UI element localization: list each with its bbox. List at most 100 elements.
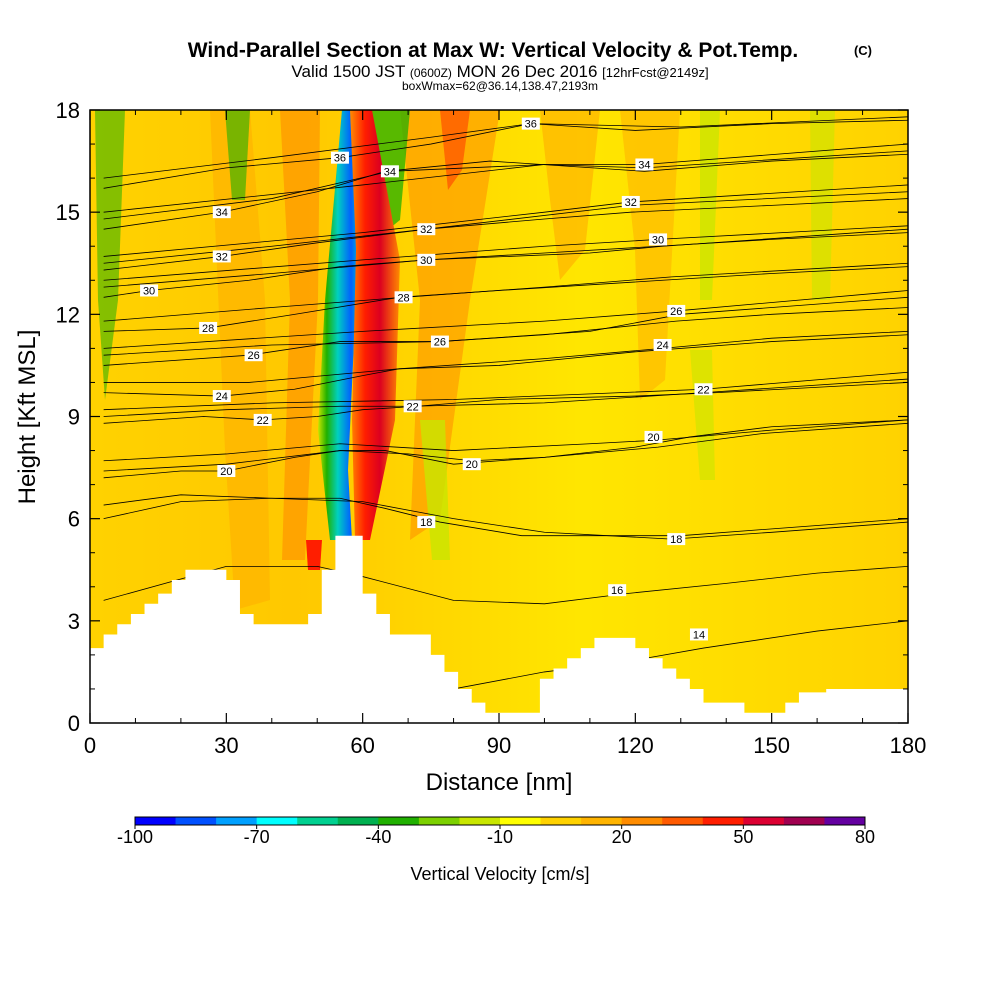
theta-contour-line — [103, 228, 908, 288]
contour-label: 30 — [143, 285, 155, 297]
colorbar-tick-label: -100 — [117, 827, 153, 847]
orange-cell — [440, 110, 470, 190]
updraft-band-orange — [280, 110, 320, 560]
contour-label-box — [380, 165, 399, 178]
colorbar-swatch — [581, 817, 623, 825]
contour-label: 18 — [420, 517, 432, 529]
contour-label-box — [521, 117, 540, 130]
theta-contour-line — [103, 116, 908, 179]
contour-label: 34 — [638, 159, 650, 171]
contour-label-box — [244, 349, 263, 362]
contour-label-box — [689, 628, 708, 641]
colorbar-tick-label: -70 — [244, 827, 270, 847]
colorbar-swatch — [662, 817, 704, 825]
theta-contour-line — [103, 262, 908, 322]
contour-label: 32 — [216, 251, 228, 263]
contour-label-box — [462, 458, 481, 471]
downdraft-band-lightgreen — [420, 420, 450, 560]
contour-label-box — [653, 338, 672, 351]
contour-label: 20 — [466, 459, 478, 471]
contour-label: 20 — [220, 466, 232, 478]
contour-label: 34 — [216, 207, 228, 219]
colorbar-swatch — [500, 817, 542, 825]
contour-label-box — [694, 383, 713, 396]
contour-label-box — [621, 195, 640, 208]
contour-label: 30 — [420, 255, 432, 267]
contour-label-box — [253, 413, 272, 426]
contour-label-box — [644, 430, 663, 443]
contour-label: 32 — [420, 224, 432, 236]
x-axis: 0 30 60 90 120 150 180 — [84, 110, 926, 758]
x-axis-label: Distance [nm] — [426, 769, 573, 796]
colorbar-swatch — [378, 817, 420, 825]
downdraft-band-green — [225, 110, 250, 200]
colorbar-label: Vertical Velocity [cm/s] — [410, 864, 589, 884]
downdraft-band-green — [95, 110, 125, 400]
theta-contour-line — [103, 143, 908, 213]
contour-label: 24 — [656, 340, 668, 352]
contour-label: 34 — [384, 166, 396, 178]
colorbar-swatch — [702, 817, 744, 825]
main-downdraft — [318, 110, 362, 540]
contour-label-box — [649, 233, 668, 246]
contour-label-box — [417, 253, 436, 266]
contour-label: 22 — [257, 415, 269, 427]
colorbar-swatch — [621, 817, 663, 825]
contour-label-box — [330, 151, 349, 164]
colorbar-swatch — [175, 817, 217, 825]
x-tick-label: 60 — [350, 733, 374, 758]
x-tick-label: 120 — [617, 733, 654, 758]
y-tick-label: 6 — [68, 507, 80, 532]
theta-contour-line — [103, 198, 908, 271]
theta-contour-line — [103, 290, 908, 349]
updraft-band-orange — [620, 110, 680, 400]
contour-label: 26 — [247, 350, 259, 362]
theta-contour-labels: 14 16 18 18 20 20 20 22 22 22 24 24 26 26 26 28 28 30 30 30… — [140, 117, 713, 641]
contour-label: 28 — [397, 292, 409, 304]
contour-label-box — [212, 250, 231, 263]
theta-contour-line — [103, 565, 908, 605]
subtitle-utc: (0600Z) — [410, 66, 452, 80]
copyright-mark: (C) — [854, 43, 872, 58]
contour-label-box — [667, 304, 686, 317]
contour-label: 28 — [202, 323, 214, 335]
contour-label-box — [635, 158, 654, 171]
y-axis-label: Height [Kft MSL] — [14, 330, 41, 505]
contour-label: 14 — [693, 629, 705, 641]
theta-contour-line — [103, 225, 908, 281]
downdraft-band-lightgreen — [810, 110, 835, 300]
colorbar-swatch — [540, 817, 582, 825]
theta-contour-line — [103, 296, 908, 356]
colorbar — [134, 816, 866, 826]
colorbar-swatch — [256, 817, 298, 825]
theta-contour-line — [103, 494, 908, 540]
theta-contour-line — [103, 184, 908, 257]
contour-label-box — [140, 284, 159, 297]
colorbar-tick-label: 80 — [855, 827, 875, 847]
colorbar-swatch — [783, 817, 825, 825]
x-tick-label: 180 — [890, 733, 927, 758]
y-tick-label: 3 — [68, 609, 80, 634]
contour-label: 24 — [216, 391, 228, 403]
theta-contour-line — [103, 119, 908, 189]
downdraft-band-lightgreen — [700, 110, 720, 300]
velocity-field — [90, 110, 908, 723]
contour-label: 36 — [525, 119, 537, 131]
contour-label: 36 — [334, 153, 346, 165]
y-tick-label: 0 — [68, 711, 80, 736]
contour-label: 20 — [647, 432, 659, 444]
subtitle-forecast: [12hrFcst@2149z] — [602, 65, 708, 80]
colorbar-swatch — [297, 817, 339, 825]
y-tick-label: 15 — [56, 200, 80, 225]
y-tick-label: 12 — [56, 302, 80, 327]
colorbar-swatch — [135, 817, 177, 825]
theta-contour-line — [103, 150, 908, 220]
colorbar-swatch — [459, 817, 501, 825]
contour-label-box — [212, 390, 231, 403]
contour-label-box — [403, 400, 422, 413]
contour-label-box — [199, 321, 218, 334]
contour-label-box — [430, 335, 449, 348]
contour-label-box — [217, 464, 236, 477]
updraft-band-orange — [540, 110, 600, 280]
